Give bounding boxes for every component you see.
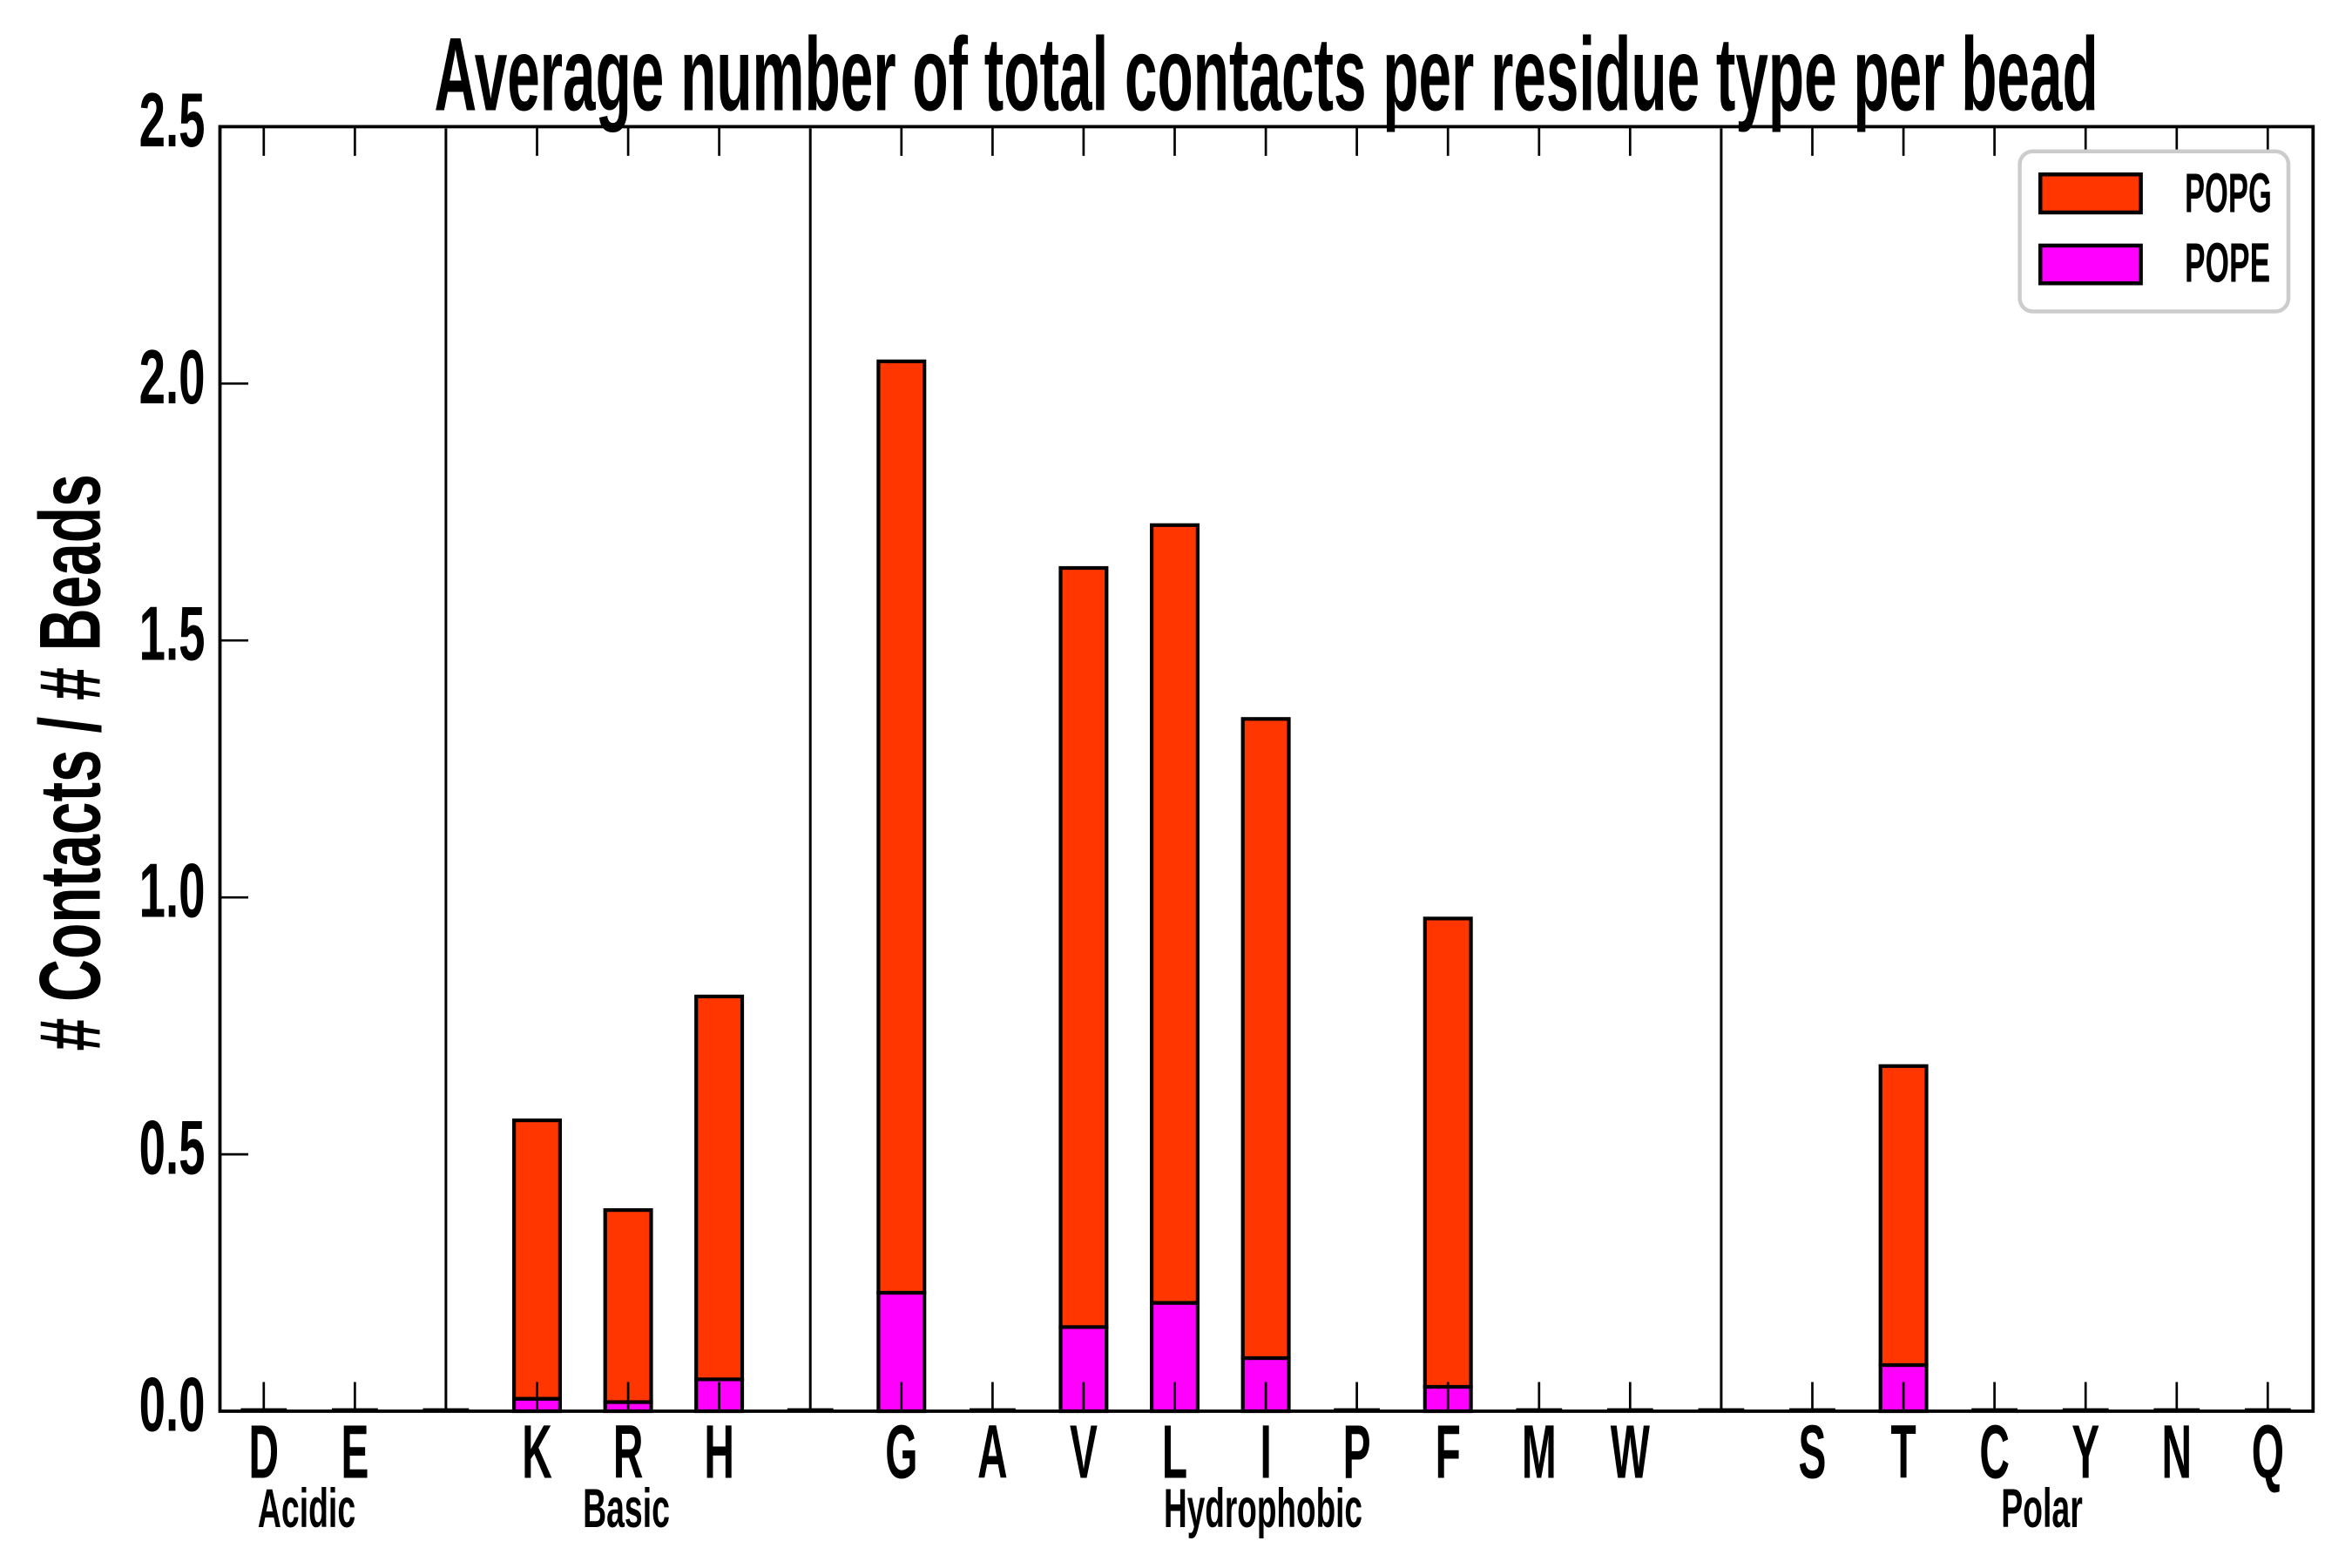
svg-text:L: L [1162,1409,1187,1494]
svg-text:V: V [1070,1409,1098,1494]
svg-text:Acidic: Acidic [258,1477,355,1539]
svg-text:Q: Q [2252,1409,2284,1494]
svg-text:R: R [613,1409,644,1494]
svg-text:POPE: POPE [2185,231,2270,294]
svg-text:S: S [1799,1409,1827,1494]
svg-text:D: D [249,1409,280,1494]
svg-text:2.0: 2.0 [139,334,206,420]
svg-text:# Contacts / # Beads: # Contacts / # Beads [22,474,118,1051]
svg-text:1.5: 1.5 [139,591,206,677]
svg-text:2.5: 2.5 [139,78,206,164]
svg-text:M: M [1522,1409,1557,1494]
svg-text:F: F [1436,1409,1461,1494]
svg-text:Y: Y [2072,1409,2099,1494]
svg-text:E: E [341,1409,368,1494]
svg-text:I: I [1260,1409,1271,1494]
svg-text:POPG: POPG [2185,161,2272,224]
svg-text:1.0: 1.0 [139,848,206,934]
svg-text:Hydrophobic: Hydrophobic [1164,1477,1362,1539]
svg-text:A: A [977,1409,1008,1494]
svg-text:Polar: Polar [2001,1477,2083,1539]
svg-text:Basic: Basic [583,1477,670,1539]
svg-text:K: K [522,1409,552,1494]
svg-text:N: N [2162,1409,2193,1494]
svg-text:0.5: 0.5 [139,1105,206,1191]
svg-text:T: T [1890,1409,1916,1494]
svg-text:W: W [1611,1409,1651,1494]
svg-text:G: G [885,1409,917,1494]
svg-text:Average number of total contac: Average number of total contacts per res… [434,16,2098,132]
svg-text:C: C [1979,1409,2010,1494]
svg-text:H: H [704,1409,734,1494]
svg-text:0.0: 0.0 [139,1362,206,1448]
svg-text:P: P [1343,1409,1371,1494]
